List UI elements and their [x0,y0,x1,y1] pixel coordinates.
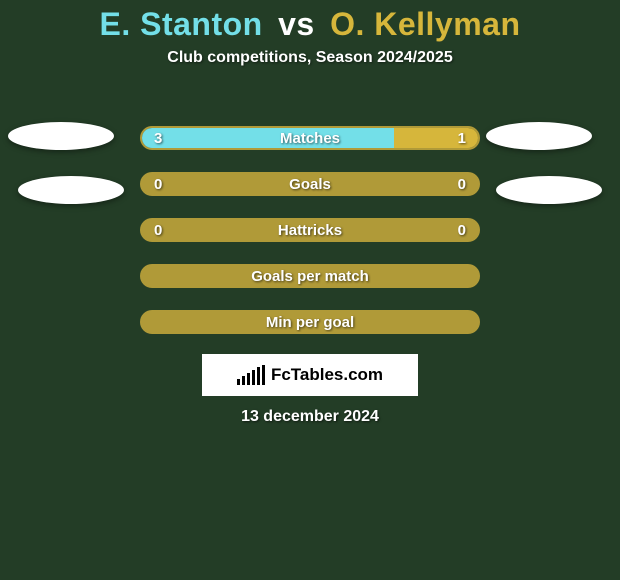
stat-value-right: 0 [458,220,466,240]
stat-category: Goals per match [142,266,478,286]
stat-value-right: 0 [458,174,466,194]
fctables-logo: FcTables.com [202,354,418,396]
stat-category: Goals [142,174,478,194]
stat-category: Hattricks [142,220,478,240]
title-vs: vs [278,6,315,42]
logo-text: FcTables.com [271,365,383,385]
team-badge-placeholder [496,176,602,204]
team-badge-placeholder [486,122,592,150]
subtitle: Club competitions, Season 2024/2025 [0,49,620,67]
comparison-card: E. Stanton vs O. Kellyman Club competiti… [0,0,620,580]
title-player1: E. Stanton [99,6,262,42]
stat-row: 0Goals0 [140,172,480,196]
stat-row: Min per goal [140,310,480,334]
stat-value-right: 1 [458,128,466,148]
title-player2: O. Kellyman [330,6,520,42]
team-badge-placeholder [8,122,114,150]
stat-row: Goals per match [140,264,480,288]
team-badge-placeholder [18,176,124,204]
page-title: E. Stanton vs O. Kellyman [0,0,620,43]
stat-category: Matches [142,128,478,148]
stat-row: 0Hattricks0 [140,218,480,242]
stat-rows: 3Matches10Goals00Hattricks0Goals per mat… [140,126,480,356]
stat-category: Min per goal [142,312,478,332]
date-label: 13 december 2024 [0,408,620,426]
stat-row: 3Matches1 [140,126,480,150]
logo-bars-icon [237,365,265,385]
